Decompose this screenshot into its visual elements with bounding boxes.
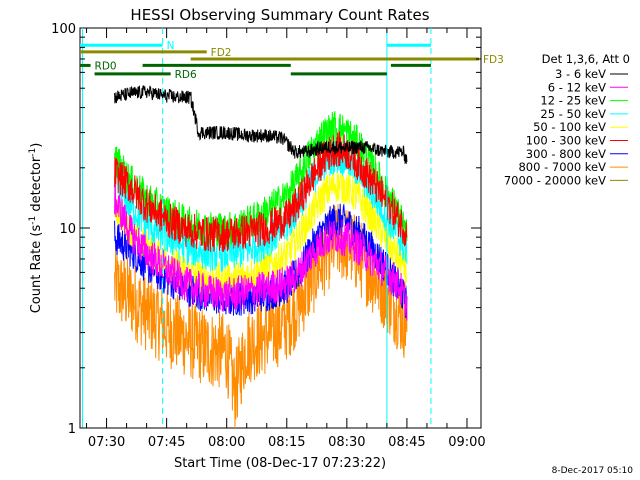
legend-entry-label: 7000 - 20000 keV [504, 173, 606, 187]
flag-bars: N FD2 FD3 RD0 RD6 [80, 40, 504, 81]
flag-bar-fd3: FD3 [190, 54, 504, 66]
legend-title: Det 1,3,6, Att 0 [542, 52, 630, 66]
flag-label-fd3: FD3 [483, 54, 504, 66]
legend-entry-label: 800 - 7000 keV [518, 160, 606, 174]
legend-entry-label: 6 - 12 keV [548, 80, 606, 94]
y-axis-label-end: ) [29, 143, 44, 148]
generated-timestamp: 8-Dec-2017 05:10 [552, 466, 634, 476]
flag-label-n: N [167, 40, 175, 52]
x-tick-label: 07:45 [148, 435, 185, 450]
x-tick-label: 08:00 [208, 435, 245, 450]
legend-entry-label: 25 - 50 keV [540, 107, 606, 121]
legend-entry-label: 300 - 800 keV [526, 147, 606, 161]
y-tick-label: 1 [68, 422, 76, 437]
legend-entry-label: 50 - 100 keV [533, 120, 606, 134]
legend-entry-label: 12 - 25 keV [540, 94, 606, 108]
flag-bar-n: N [80, 40, 431, 52]
x-tick-label: 07:30 [88, 435, 125, 450]
flag-bar-fd2: FD2 [80, 47, 231, 59]
y-axis-label-mid: detector [29, 156, 44, 216]
axes: 1 10 100 07:30 07:45 08:00 08:15 08:30 08:45 09:0… [51, 22, 486, 450]
legend-entry-label: 100 - 300 keV [526, 134, 606, 148]
x-tick-label: 08:45 [388, 435, 425, 450]
series-line-6-12-kev [114, 182, 408, 321]
x-tick-label: 09:00 [448, 435, 485, 450]
y-tick-label: 100 [51, 22, 76, 37]
flag-label-fd2: FD2 [211, 47, 232, 59]
flag-bar-rd6: RD6 [94, 69, 387, 81]
series-line-300-800-kev [114, 203, 408, 319]
series-line-3-6-kev [114, 85, 408, 165]
y-axis-label-main: Count Rate (s [29, 225, 44, 314]
flag-label-rd0: RD0 [95, 60, 117, 72]
series-line-50-100-kev [114, 168, 408, 297]
x-axis-label: Start Time (08-Dec-17 07:23:22) [174, 456, 386, 471]
y-axis-label-sup1: -1 [28, 216, 38, 225]
series-layer [114, 85, 408, 429]
y-axis-label-sup2: -1 [28, 148, 38, 157]
flag-bar-rd0: RD0 [80, 60, 431, 72]
legend-entry-label: 3 - 6 keV [555, 67, 606, 81]
flag-label-rd6: RD6 [175, 69, 197, 81]
y-tick-label: 10 [59, 222, 76, 237]
chart-title: HESSI Observing Summary Count Rates [130, 6, 429, 24]
y-axis-label: Count Rate (s-1 detector-1) [28, 143, 44, 314]
x-tick-label: 08:15 [268, 435, 305, 450]
x-tick-label: 08:30 [328, 435, 365, 450]
